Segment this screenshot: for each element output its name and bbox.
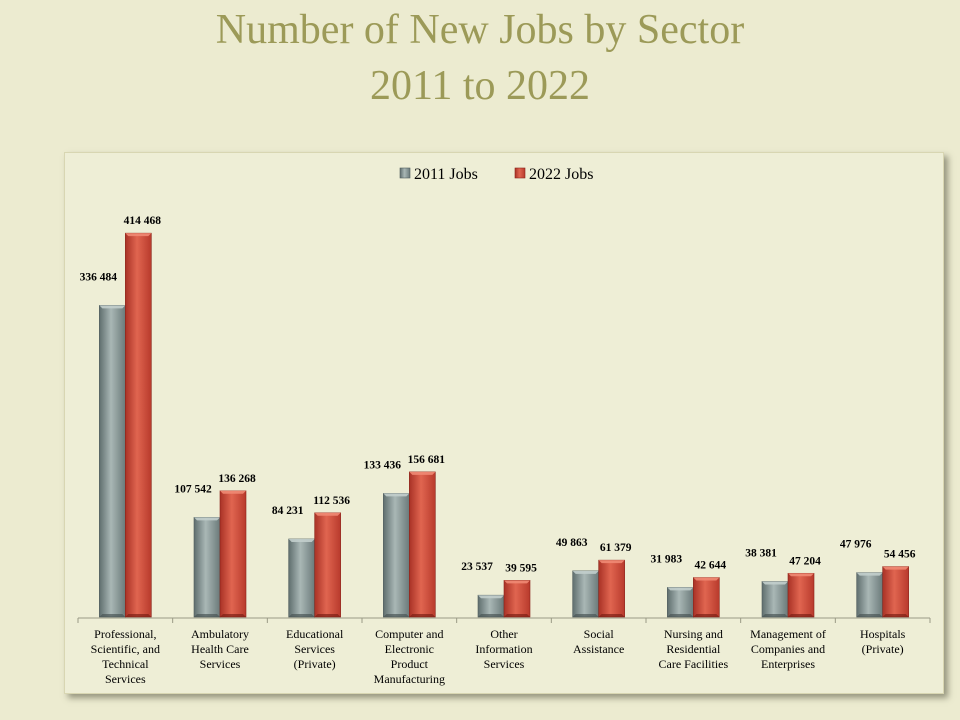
bar-2022-0	[125, 232, 152, 618]
chart-title-line1: Number of New Jobs by Sector	[215, 7, 745, 53]
data-label-2011-3: 133 436	[364, 459, 402, 471]
bar-2022-3	[409, 471, 436, 618]
legend-swatch	[514, 167, 526, 179]
data-label-2022-4: 39 595	[505, 562, 537, 574]
data-label-2011-1: 107 542	[174, 483, 212, 495]
data-label-2022-2: 112 536	[313, 495, 350, 507]
category-label-0: Professional, Scientific, and Technical Ser…	[91, 627, 160, 686]
data-label-2022-5: 61 379	[600, 542, 632, 554]
bar-2022-2	[314, 512, 341, 618]
data-label-2011-0: 336 484	[80, 271, 118, 283]
data-label-2011-8: 47 976	[840, 539, 872, 551]
bars	[99, 232, 909, 618]
bar-2011-4	[477, 594, 505, 618]
bar-2011-2	[288, 538, 315, 618]
data-label-2022-0: 414 468	[124, 215, 162, 227]
chart-title: Number of New Jobs by Sector 2011 to 202…	[0, 2, 960, 114]
data-label-2022-6: 42 644	[695, 560, 727, 572]
category-label-4: Other Information Services	[475, 627, 532, 671]
data-label-2011-2: 84 231	[272, 505, 304, 517]
legend-swatch	[399, 167, 411, 179]
bar-2022-8	[882, 566, 909, 618]
data-label-2022-3: 156 681	[408, 454, 446, 466]
data-label-2022-1: 136 268	[218, 473, 256, 485]
bar-2011-1	[193, 517, 221, 618]
category-label-7: Management of Companies and Enterprises	[750, 627, 826, 671]
data-label-2022-8: 54 456	[884, 549, 916, 561]
bar-2022-5	[598, 559, 625, 618]
x-axis: Professional, Scientific, and Technical Ser…	[77, 617, 931, 686]
legend-label: 2011 Jobs	[414, 166, 478, 183]
bar-2011-0	[99, 305, 126, 618]
category-label-2: Educational Services (Private)	[286, 627, 344, 671]
bar-2022-7	[787, 572, 815, 618]
category-label-8: Hospitals (Private)	[860, 627, 906, 656]
bar-2022-1	[219, 490, 247, 618]
category-label-6: Nursing and Residential Care Facilities	[659, 627, 729, 671]
category-label-1: Ambulatory Health Care Services	[191, 627, 249, 671]
bar-2011-3	[383, 493, 410, 618]
bar-2011-6	[667, 587, 694, 618]
data-label-2011-4: 23 537	[461, 561, 493, 573]
data-label-2011-7: 38 381	[745, 547, 777, 559]
bar-2011-5	[572, 570, 599, 618]
data-label-2011-5: 49 863	[556, 537, 588, 549]
legend-label: 2022 Jobs	[529, 166, 593, 183]
data-labels: 336 484 414 468 107 542 136 268 84 231 112 53…	[80, 215, 916, 574]
category-label-3: Computer and Electronic Product Manufacturi…	[374, 627, 445, 686]
bar-2022-6	[693, 577, 720, 618]
category-label-5: Social Assistance	[573, 627, 624, 656]
legend-item-0: 2011 Jobs	[399, 166, 478, 183]
chart-title-line2: 2011 to 2022	[369, 63, 591, 109]
legend-item-1: 2022 Jobs	[514, 166, 593, 183]
data-label-2022-7: 47 204	[789, 555, 821, 567]
bar-2011-8	[856, 572, 883, 618]
bar-2011-7	[761, 581, 789, 618]
data-label-2011-6: 31 983	[651, 553, 683, 565]
bar-2022-4	[503, 580, 531, 618]
legend: 2011 Jobs 2022 Jobs	[399, 166, 593, 183]
